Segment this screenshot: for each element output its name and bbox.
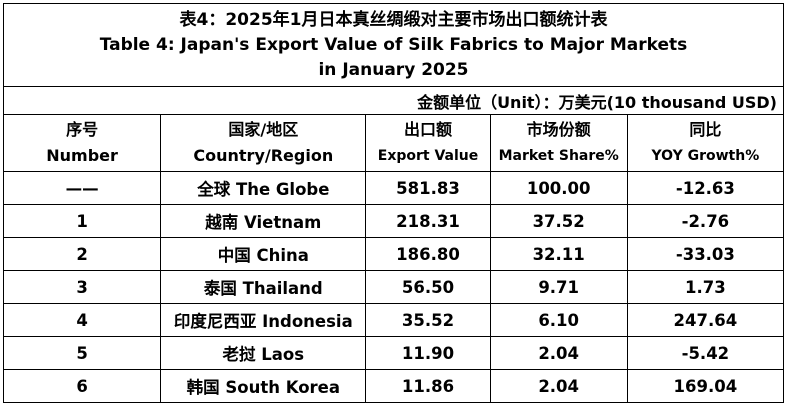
cell-export-value: 186.80: [365, 237, 491, 271]
silk-export-table-page: 表4：2025年1月日本真丝绸缎对主要市场出口额统计表 Table 4: Jap…: [2, 3, 785, 411]
header-export-value-cn: 出口额: [404, 120, 453, 139]
cell-yoy-growth: 169.04: [626, 369, 785, 403]
cell-country: 老挝 Laos: [160, 336, 367, 370]
title-chinese: 表4：2025年1月日本真丝绸缎对主要市场出口额统计表: [179, 9, 608, 30]
cell-number: 3: [2, 270, 162, 304]
cell-number: 6: [2, 369, 162, 403]
header-number-cn: 序号: [66, 120, 99, 139]
header-row: 序号 Number 国家/地区 Country/Region 出口额 Expor…: [2, 114, 785, 172]
cell-yoy-growth: -12.63: [626, 171, 785, 205]
cell-yoy-growth: 1.73: [626, 270, 785, 304]
table-row: —— 全球 The Globe 581.83 100.00 -12.63: [2, 171, 785, 205]
cell-export-value: 11.86: [365, 369, 491, 403]
cell-market-share: 37.52: [489, 204, 628, 238]
header-yoy-growth: 同比 YOY Growth%: [626, 114, 785, 172]
header-country-cn: 国家/地区: [228, 120, 299, 139]
cell-market-share: 9.71: [489, 270, 628, 304]
header-number-en: Number: [46, 146, 118, 165]
cell-market-share: 2.04: [489, 369, 628, 403]
header-yoy-growth-cn: 同比: [689, 120, 722, 139]
title-english-line2: in January 2025: [318, 59, 469, 80]
cell-yoy-growth: 247.64: [626, 303, 785, 337]
cell-country: 越南 Vietnam: [160, 204, 367, 238]
header-yoy-growth-en: YOY Growth%: [651, 148, 760, 164]
header-market-share-cn: 市场份额: [526, 120, 591, 139]
cell-number: 2: [2, 237, 162, 271]
cell-market-share: 100.00: [489, 171, 628, 205]
title-english-line1: Table 4: Japan's Export Value of Silk Fa…: [99, 34, 688, 55]
header-country: 国家/地区 Country/Region: [160, 114, 367, 172]
table-row: 5 老挝 Laos 11.90 2.04 -5.42: [2, 336, 785, 370]
header-export-value-en: Export Value: [377, 148, 479, 164]
cell-yoy-growth: -5.42: [626, 336, 785, 370]
cell-number: 1: [2, 204, 162, 238]
unit-label: 金额单位（Unit）：万美元(10 thousand USD): [3, 86, 784, 115]
table-title: 表4：2025年1月日本真丝绸缎对主要市场出口额统计表 Table 4: Jap…: [3, 3, 784, 87]
cell-export-value: 35.52: [365, 303, 491, 337]
cell-country: 全球 The Globe: [160, 171, 367, 205]
export-table: 表4：2025年1月日本真丝绸缎对主要市场出口额统计表 Table 4: Jap…: [2, 3, 785, 403]
cell-country: 印度尼西亚 Indonesia: [160, 303, 367, 337]
cell-country: 中国 China: [160, 237, 367, 271]
table-row: 4 印度尼西亚 Indonesia 35.52 6.10 247.64: [2, 303, 785, 337]
cell-number: 4: [2, 303, 162, 337]
cell-market-share: 2.04: [489, 336, 628, 370]
cell-export-value: 581.83: [365, 171, 491, 205]
cell-export-value: 11.90: [365, 336, 491, 370]
cell-yoy-growth: -33.03: [626, 237, 785, 271]
header-country-en: Country/Region: [193, 146, 334, 165]
header-market-share-en: Market Share%: [498, 148, 619, 164]
cell-export-value: 218.31: [365, 204, 491, 238]
header-export-value: 出口额 Export Value: [365, 114, 491, 172]
header-market-share: 市场份额 Market Share%: [489, 114, 628, 172]
cell-market-share: 32.11: [489, 237, 628, 271]
cell-country: 韩国 South Korea: [160, 369, 367, 403]
cell-number: ——: [2, 171, 162, 205]
table-row: 3 泰国 Thailand 56.50 9.71 1.73: [2, 270, 785, 304]
table-row: 2 中国 China 186.80 32.11 -33.03: [2, 237, 785, 271]
table-row: 1 越南 Vietnam 218.31 37.52 -2.76: [2, 204, 785, 238]
table-row: 6 韩国 South Korea 11.86 2.04 169.04: [2, 369, 785, 403]
cell-market-share: 6.10: [489, 303, 628, 337]
cell-number: 5: [2, 336, 162, 370]
cell-yoy-growth: -2.76: [626, 204, 785, 238]
cell-country: 泰国 Thailand: [160, 270, 367, 304]
cell-export-value: 56.50: [365, 270, 491, 304]
header-number: 序号 Number: [2, 114, 162, 172]
